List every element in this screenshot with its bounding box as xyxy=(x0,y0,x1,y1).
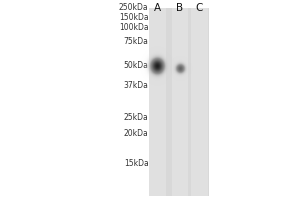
Text: 75kDa: 75kDa xyxy=(124,38,148,46)
Bar xyxy=(149,8,166,196)
Text: 250kDa: 250kDa xyxy=(119,3,148,12)
Bar xyxy=(150,8,208,196)
Text: 20kDa: 20kDa xyxy=(124,130,148,139)
Text: A: A xyxy=(154,3,161,13)
Bar xyxy=(172,8,188,196)
Text: 25kDa: 25kDa xyxy=(124,114,148,122)
Bar xyxy=(191,8,208,196)
Text: 15kDa: 15kDa xyxy=(124,160,148,168)
Text: 150kDa: 150kDa xyxy=(119,14,148,22)
Text: 50kDa: 50kDa xyxy=(124,62,148,71)
Text: 100kDa: 100kDa xyxy=(119,23,148,32)
Text: C: C xyxy=(196,3,203,13)
Text: 37kDa: 37kDa xyxy=(124,81,148,90)
Text: B: B xyxy=(176,3,184,13)
